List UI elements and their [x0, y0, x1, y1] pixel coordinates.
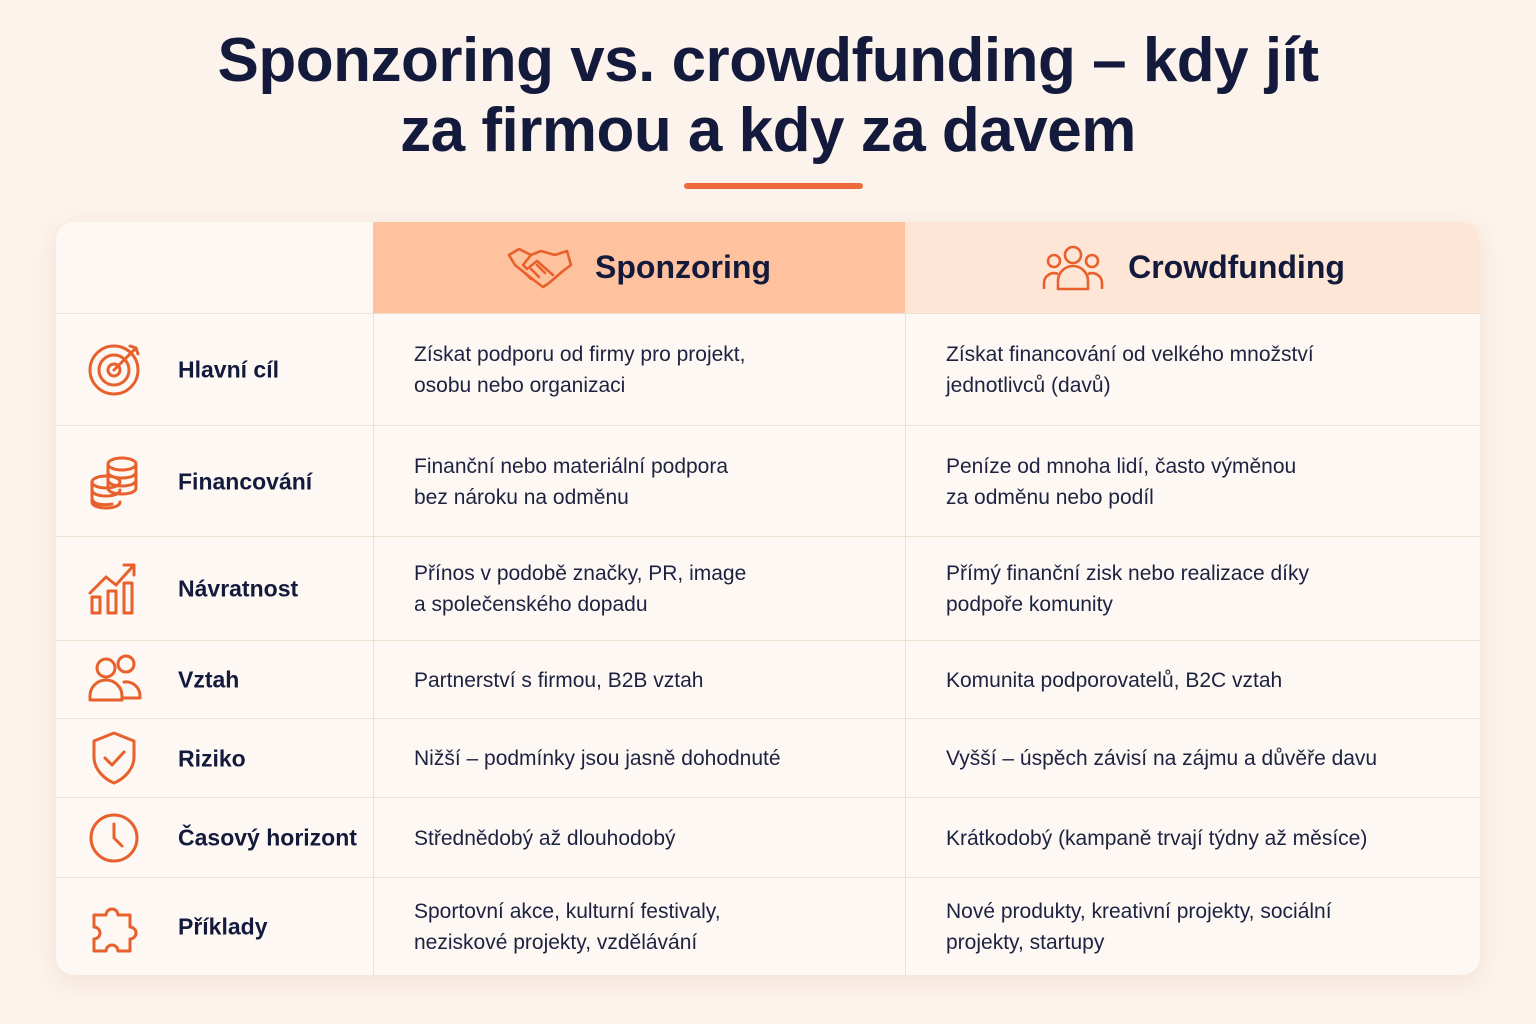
header-row: Sponzoring Crowdfunding	[56, 222, 1480, 313]
column-header: Sponzoring	[595, 249, 771, 285]
title-line: Sponzoring vs. crowdfunding – kdy jít	[217, 26, 1319, 95]
column-header: Crowdfunding	[1128, 249, 1345, 285]
people-icon	[1042, 245, 1104, 290]
table-cell: Finanční nebo materiální podpora bez náro…	[373, 426, 906, 537]
table-cell: Sportovní akce, kulturní festivaly, nezis…	[373, 878, 906, 975]
cell-text: projekty, startupy	[946, 931, 1105, 954]
row-icon	[92, 731, 136, 784]
header-empty	[56, 222, 374, 313]
cell-text: jednotlivců (davů)	[946, 374, 1111, 397]
row-label-cell: Riziko	[56, 719, 374, 798]
header-cell: Sponzoring	[373, 222, 906, 313]
cell-text: Nižší – podmínky jsou jasně dohodnuté	[414, 747, 781, 770]
row-icon	[89, 813, 139, 863]
cell-text: Vyšší – úspěch závisí na zájmu a důvěře …	[946, 747, 1378, 770]
cell-text: Přínos v podobě značky, PR, image	[414, 562, 747, 585]
table-row: Návratnost Přínos v podobě značky, PR, im…	[56, 536, 1480, 641]
cell-text: za odměnu nebo podíl	[946, 485, 1154, 509]
row-label: Časový horizont	[178, 824, 357, 851]
cell-text: Nové produkty, kreativní projekty, sociá…	[946, 900, 1332, 923]
row-label: Hlavní cíl	[178, 356, 279, 383]
table-cell: Vyšší – úspěch závisí na zájmu a důvěře …	[905, 719, 1480, 798]
table-row: Riziko Nižší – podmínky jsou jasně dohodn…	[56, 718, 1480, 798]
row-icon	[92, 907, 138, 953]
row-label-cell: Hlavní cíl	[56, 314, 374, 426]
comparison-table: Sponzoring Crowdfunding Hlavní cíl Získat…	[56, 222, 1480, 975]
table-cell: Nižší – podmínky jsou jasně dohodnuté	[373, 719, 906, 798]
table-cell: Získat financování od velkého množství je…	[905, 314, 1480, 426]
row-label-cell: Časový horizont	[56, 798, 374, 878]
table-row: Financování Finanční nebo materiální podp…	[56, 425, 1480, 537]
table-cell: Získat podporu od firmy pro projekt, osob…	[373, 314, 906, 426]
divider	[684, 183, 863, 189]
cell-text: Přímý finanční zisk nebo realizace díky	[946, 562, 1309, 585]
cell-text: Sportovní akce, kulturní festivaly,	[414, 900, 721, 923]
row-icon	[88, 563, 136, 615]
table-cell: Přínos v podobě značky, PR, image a spole…	[373, 537, 906, 641]
table-cell: Střednědobý až dlouhodobý	[373, 798, 906, 878]
cell-text: Získat financování od velkého množství	[946, 343, 1314, 366]
cell-text: Komunita podporovatelů, B2C vztah	[946, 668, 1283, 692]
row-label: Návratnost	[178, 575, 299, 602]
row-label: Příklady	[178, 913, 268, 940]
cell-text: podpoře komunity	[946, 593, 1113, 616]
cell-text: a společenského dopadu	[414, 593, 648, 616]
cell-text: Krátkodobý (kampaně trvají týdny až měsí…	[946, 826, 1368, 850]
table-row: Příklady Sportovní akce, kulturní festiva…	[56, 877, 1480, 975]
row-label: Riziko	[178, 745, 246, 771]
cell-text: Peníze od mnoha lidí, často výměnou	[946, 454, 1297, 478]
table-cell: Peníze od mnoha lidí, často výměnou za od…	[905, 426, 1480, 537]
table-cell: Přímý finanční zisk nebo realizace díky p…	[905, 537, 1480, 641]
row-label: Financování	[178, 468, 313, 494]
cell-text: Finanční nebo materiální podpora	[414, 454, 729, 478]
row-label-cell: Financování	[56, 426, 374, 537]
cell-text: neziskové projekty, vzdělávání	[414, 931, 698, 954]
cell-text: Partnerství s firmou, B2B vztah	[414, 668, 704, 692]
table-row: Vztah Partnerství s firmou, B2B vztah Komu…	[56, 640, 1480, 719]
title: Sponzoring vs. crowdfunding – kdy jít za …	[0, 26, 1536, 166]
table-cell: Nové produkty, kreativní projekty, sociá…	[905, 878, 1480, 975]
row-label-cell: Návratnost	[56, 537, 374, 641]
handshake-icon	[507, 247, 573, 288]
row-label: Vztah	[178, 666, 240, 693]
table-cell: Komunita podporovatelů, B2C vztah	[905, 641, 1480, 719]
cell-text: Získat podporu od firmy pro projekt,	[414, 343, 746, 366]
table-cell: Krátkodobý (kampaně trvají týdny až měsí…	[905, 798, 1480, 878]
header-cell: Crowdfunding	[905, 222, 1480, 313]
row-label-cell: Vztah	[56, 641, 374, 719]
cell-text: Střednědobý až dlouhodobý	[414, 826, 676, 850]
table-row: Časový horizont Střednědobý až dlouhodobý…	[56, 797, 1480, 878]
title-line: za firmou a kdy za davem	[400, 96, 1136, 165]
row-label-cell: Příklady	[56, 878, 374, 975]
table-row: Hlavní cíl Získat podporu od firmy pro pr…	[56, 313, 1480, 426]
table-cell: Partnerství s firmou, B2B vztah	[373, 641, 906, 719]
row-icon	[88, 344, 140, 396]
cell-text: bez nároku na odměnu	[414, 485, 629, 509]
cell-text: osobu nebo organizaci	[414, 374, 626, 397]
row-icon	[90, 456, 138, 509]
row-icon	[88, 654, 142, 702]
